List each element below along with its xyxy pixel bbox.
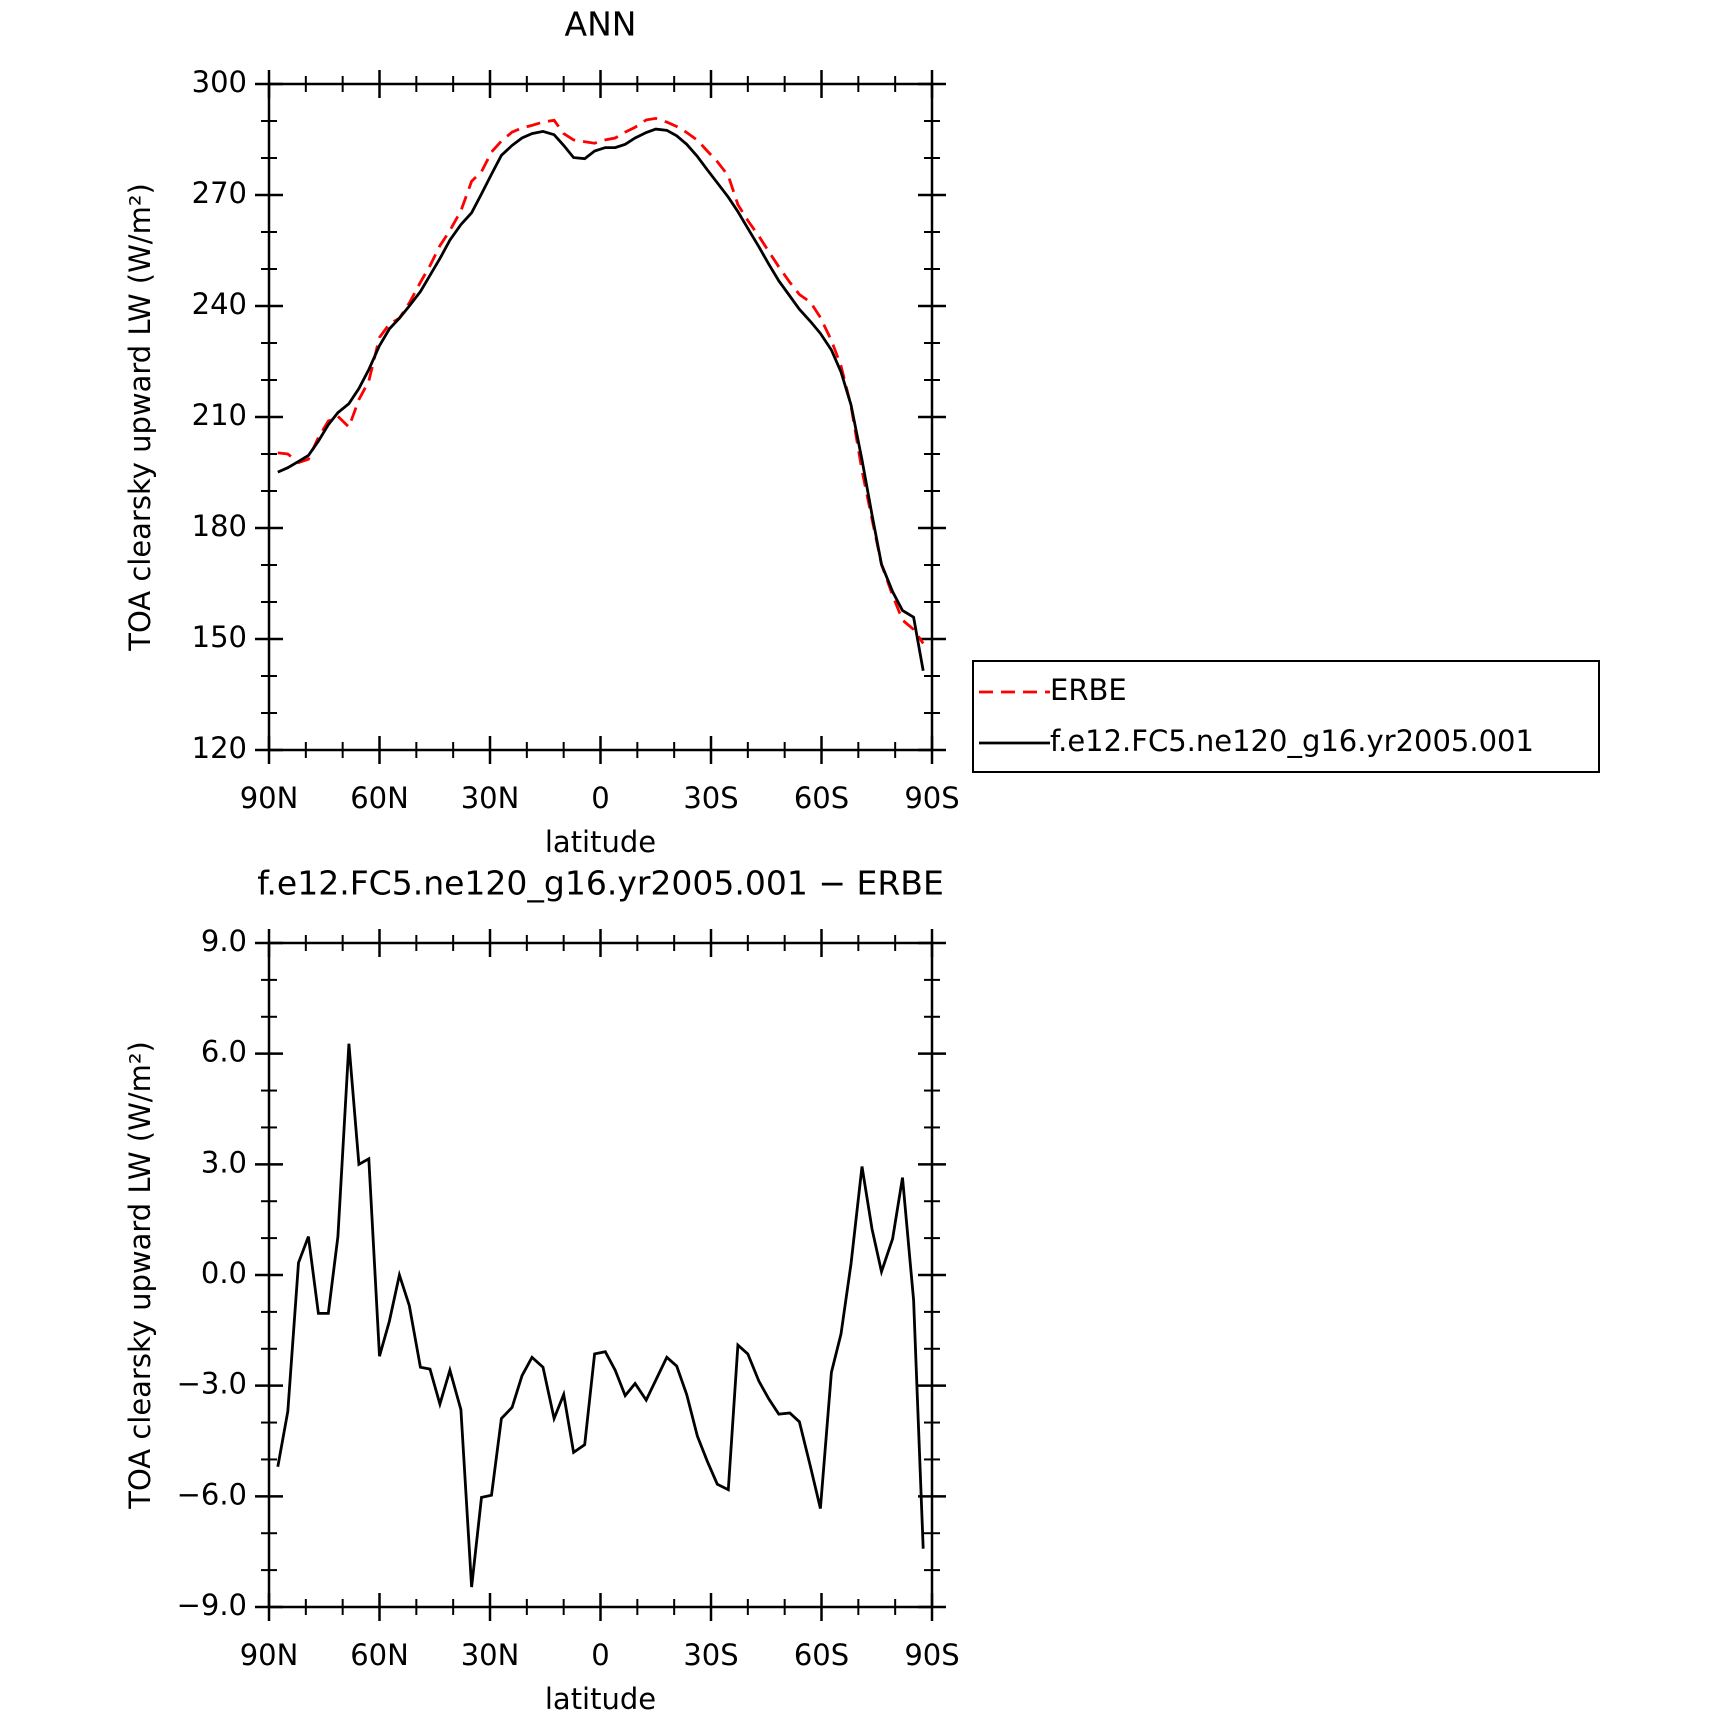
x-tick-label: 90S: [904, 781, 959, 815]
data-line: [276, 1043, 925, 1588]
x-tick-label: 30S: [683, 1638, 738, 1672]
data-line: [277, 116, 925, 645]
x-axis-label: latitude: [545, 1682, 656, 1716]
plot-frame: [267, 941, 934, 1609]
y-tick-label: 6.0: [201, 1035, 247, 1069]
x-tick-label: 30S: [683, 781, 738, 815]
y-tick-label: −9.0: [177, 1588, 247, 1622]
y-tick-label: 180: [192, 509, 247, 543]
legend-label: ERBE: [1050, 673, 1127, 707]
chart-title: f.e12.FC5.ne120_g16.yr2005.001 − ERBE: [257, 864, 944, 903]
x-tick-label: 60N: [350, 1638, 409, 1672]
y-tick-label: 9.0: [201, 924, 247, 958]
x-tick-label: 30N: [461, 781, 520, 815]
y-axis-label: TOA clearsky upward LW (W/m²): [123, 183, 157, 652]
y-tick-label: 150: [192, 620, 247, 654]
x-tick-label: 60S: [794, 781, 849, 815]
x-axis-label: latitude: [545, 825, 656, 859]
x-tick-label: 60S: [794, 1638, 849, 1672]
chart-title: ANN: [565, 5, 637, 44]
y-tick-label: 270: [192, 176, 247, 210]
x-tick-label: 0: [591, 1638, 609, 1672]
y-axis-label: TOA clearsky upward LW (W/m²): [123, 1041, 157, 1510]
y-tick-label: 240: [192, 287, 247, 321]
x-tick-label: 0: [591, 781, 609, 815]
legend-label: f.e12.FC5.ne120_g16.yr2005.001: [1050, 724, 1534, 758]
data-line: [277, 127, 925, 672]
x-tick-label: 90N: [240, 781, 299, 815]
y-tick-label: 3.0: [201, 1145, 247, 1179]
y-tick-label: 210: [192, 398, 247, 432]
y-tick-label: 120: [192, 731, 247, 765]
x-tick-label: 90S: [904, 1638, 959, 1672]
legend-box: [972, 660, 1600, 773]
x-tick-label: 60N: [350, 781, 409, 815]
y-tick-label: −3.0: [177, 1367, 247, 1401]
x-tick-label: 90N: [240, 1638, 299, 1672]
y-tick-label: −6.0: [177, 1477, 247, 1511]
y-tick-label: 300: [192, 65, 247, 99]
y-tick-label: 0.0: [201, 1256, 247, 1290]
plot-frame: [267, 82, 934, 752]
x-tick-label: 30N: [461, 1638, 520, 1672]
